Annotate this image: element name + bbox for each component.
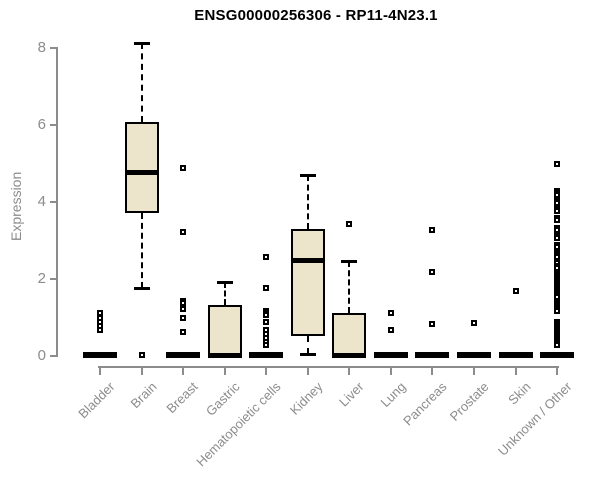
outlier-point-breast: [180, 315, 187, 322]
outlier-point-unknown-other: [554, 294, 561, 301]
whisker-cap-upper-kidney: [299, 173, 316, 177]
outlier-point-hematopoietic-cells: [263, 342, 270, 349]
y-tick-label: 6: [37, 116, 46, 133]
x-tick: [348, 367, 351, 375]
whisker-cap-lower-kidney: [299, 353, 316, 357]
whisker-lower-kidney: [306, 335, 309, 355]
outlier-point-unknown-other: [554, 192, 561, 199]
outlier-point-unknown-other: [554, 161, 561, 168]
outlier-point-breast: [180, 165, 187, 172]
x-tick-label-lung: Lung: [377, 379, 409, 411]
outlier-point-unknown-other: [554, 307, 561, 314]
y-tick: [50, 355, 57, 357]
outlier-point-unknown-other: [554, 234, 561, 241]
x-tick: [306, 367, 309, 375]
x-tick-label-gastric: Gastric: [202, 379, 243, 419]
whisker-cap-upper-liver: [341, 259, 358, 263]
outlier-point-lung: [387, 309, 394, 316]
whisker-upper-brain: [140, 43, 143, 123]
x-axis-line: [98, 366, 560, 368]
median-line-liver: [332, 352, 367, 358]
x-tick-label-pancreas: Pancreas: [400, 379, 450, 429]
y-axis-line: [56, 47, 58, 357]
x-tick-label-kidney: Kidney: [286, 379, 326, 418]
outlier-point-hematopoietic-cells: [263, 284, 270, 291]
median-line-hematopoietic-cells: [249, 352, 284, 358]
median-line-brain: [124, 169, 159, 175]
outlier-point-unknown-other: [554, 217, 561, 224]
y-tick: [50, 47, 57, 49]
median-line-bladder: [83, 352, 117, 358]
median-line-pancreas: [415, 352, 450, 358]
y-tick: [50, 124, 57, 126]
outlier-point-pancreas: [429, 269, 436, 276]
outlier-point-unknown-other: [554, 226, 561, 233]
y-tick-label: 0: [37, 347, 46, 364]
box-brain: [124, 122, 159, 213]
y-tick-label: 2: [37, 270, 46, 287]
x-tick-label-brain: Brain: [127, 379, 160, 412]
x-tick: [472, 367, 475, 375]
outlier-point-unknown-other: [554, 244, 561, 251]
y-tick: [50, 278, 57, 280]
outlier-point-skin: [512, 288, 519, 295]
x-tick-label-breast: Breast: [163, 379, 201, 417]
x-tick-label-unknown-other: Unknown / Other: [495, 379, 575, 459]
median-line-prostate: [456, 352, 491, 358]
x-tick-label-liver: Liver: [336, 379, 367, 410]
outlier-point-pancreas: [429, 226, 436, 233]
outlier-point-hematopoietic-cells: [263, 311, 270, 318]
whisker-lower-brain: [140, 212, 143, 288]
box-liver: [332, 312, 367, 355]
outlier-point-pancreas: [429, 321, 436, 328]
outlier-point-breast: [180, 328, 187, 335]
outlier-point-prostate: [470, 320, 477, 327]
x-tick: [514, 367, 517, 375]
outlier-point-brain: [138, 352, 145, 358]
whisker-upper-kidney: [306, 174, 309, 230]
y-tick-label: 4: [37, 193, 46, 210]
whisker-cap-upper-gastric: [216, 280, 233, 284]
whisker-cap-lower-brain: [133, 286, 150, 290]
x-tick: [556, 367, 559, 375]
outlier-point-unknown-other: [554, 342, 561, 349]
whisker-upper-liver: [348, 260, 351, 313]
whisker-upper-gastric: [223, 281, 226, 305]
x-tick: [182, 367, 185, 375]
median-line-breast: [166, 352, 201, 358]
outlier-point-unknown-other: [554, 207, 561, 214]
outlier-point-breast: [180, 305, 187, 312]
median-line-gastric: [207, 352, 242, 358]
outlier-point-unknown-other: [554, 199, 561, 206]
y-tick: [50, 201, 57, 203]
chart-title: ENSG00000256306 - RP11-4N23.1: [194, 7, 438, 24]
box-gastric: [207, 304, 242, 355]
whisker-cap-upper-brain: [133, 42, 150, 46]
x-tick: [431, 367, 434, 375]
x-tick: [223, 367, 226, 375]
box-kidney: [290, 229, 325, 336]
median-line-lung: [373, 352, 408, 358]
x-tick: [389, 367, 392, 375]
outlier-point-breast: [180, 228, 187, 235]
x-tick: [140, 367, 143, 375]
x-tick: [265, 367, 268, 375]
outlier-point-bladder: [97, 326, 103, 333]
median-line-unknown-other: [540, 352, 575, 358]
outlier-point-hematopoietic-cells: [263, 319, 270, 326]
outlier-point-liver: [346, 221, 353, 228]
x-tick-label-skin: Skin: [504, 379, 534, 408]
x-tick: [99, 367, 101, 375]
y-tick-label: 8: [37, 39, 46, 56]
x-tick-label-bladder: Bladder: [75, 379, 118, 422]
median-line-skin: [498, 352, 533, 358]
median-line-kidney: [290, 258, 325, 264]
outlier-point-hematopoietic-cells: [263, 253, 270, 260]
x-tick-label-prostate: Prostate: [446, 379, 492, 424]
outlier-point-lung: [387, 326, 394, 333]
